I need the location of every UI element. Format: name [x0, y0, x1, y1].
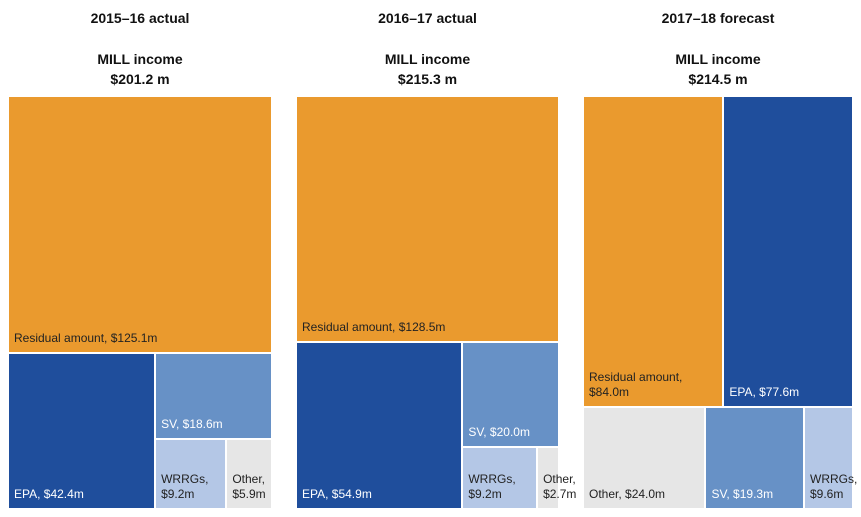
cell-label: WRRGs, $9.6m — [810, 471, 858, 501]
cell-label: Residual amount, $125.1m — [14, 330, 158, 345]
panel-title: 2015–16 actual — [90, 10, 190, 26]
cell-label: Other, $5.9m — [232, 471, 266, 501]
panel-subtitle: MILL income — [97, 51, 183, 67]
treemap-cell: SV, $18.6m — [155, 352, 272, 439]
cell-label: Residual amount, $128.5m — [302, 320, 446, 335]
cell-label: WRRGs, $9.2m — [468, 471, 516, 501]
cell-label: EPA, $77.6m — [729, 385, 800, 400]
treemap-cell: EPA, $42.4m — [8, 352, 156, 509]
treemap-cell: Other, $2.7m — [537, 446, 577, 509]
panel-subtitle: MILL income — [675, 51, 761, 67]
treemap-cell: Other, $24.0m — [583, 407, 706, 509]
panel-title: 2016–17 actual — [378, 10, 477, 26]
treemap-cell: SV, $19.3m — [705, 407, 804, 509]
cell-label: EPA, $54.9m — [302, 486, 372, 501]
cell-label: Other, $2.7m — [543, 471, 577, 501]
cell-label: Other, $24.0m — [589, 486, 666, 501]
cell-label: EPA, $42.4m — [14, 486, 84, 501]
treemap-cell: Other, $5.9m — [226, 439, 272, 509]
treemap-cell: EPA, $54.9m — [296, 342, 463, 509]
treemap-cell: Residual amount, $125.1m — [8, 96, 272, 353]
treemap-cell: WRRGs, $9.6m — [804, 407, 858, 509]
treemap-cell: SV, $20.0m — [462, 342, 559, 447]
treemap-cell: EPA, $77.6m — [723, 96, 853, 408]
treemap-cell: WRRGs, $9.2m — [462, 446, 538, 509]
cell-label: WRRGs, $9.2m — [161, 471, 209, 501]
panel-title: 2017–18 forecast — [661, 10, 775, 26]
treemap-cell: WRRGs, $9.2m — [155, 439, 227, 509]
panel-total: $214.5 m — [688, 71, 748, 87]
panel-total: $201.2 m — [110, 71, 170, 87]
panel-total: $215.3 m — [397, 71, 458, 87]
treemap-cell: Residual amount, $128.5m — [296, 96, 559, 343]
cell-label: SV, $19.3m — [711, 486, 774, 501]
cell-label: SV, $20.0m — [468, 424, 530, 439]
cell-label: Residual amount, $84.0m — [589, 370, 683, 400]
panel-subtitle: MILL income — [384, 51, 471, 67]
treemap-cell: Residual amount, $84.0m — [583, 96, 724, 408]
cell-label: SV, $18.6m — [161, 416, 223, 431]
